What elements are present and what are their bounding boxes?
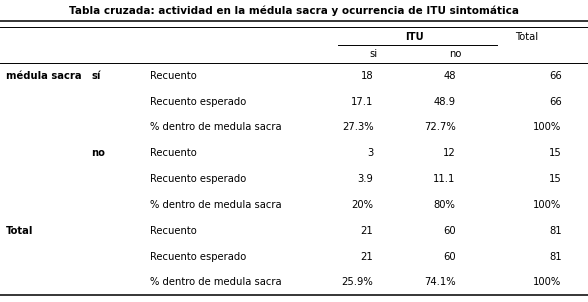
Text: 11.1: 11.1 [433,174,456,184]
Text: 74.1%: 74.1% [424,278,456,288]
Text: Recuento: Recuento [150,71,197,81]
Text: 60: 60 [443,226,456,236]
Text: 81: 81 [549,252,562,262]
Text: ITU: ITU [405,32,424,42]
Text: 100%: 100% [533,278,562,288]
Text: 21: 21 [360,226,373,236]
Text: 60: 60 [443,252,456,262]
Text: 3.9: 3.9 [358,174,373,184]
Text: 81: 81 [549,226,562,236]
Text: 80%: 80% [434,200,456,210]
Text: Recuento: Recuento [150,148,197,158]
Text: Recuento: Recuento [150,226,197,236]
Text: 72.7%: 72.7% [424,122,456,132]
Text: Recuento esperado: Recuento esperado [150,252,246,262]
Text: Recuento esperado: Recuento esperado [150,97,246,107]
Text: % dentro de medula sacra: % dentro de medula sacra [150,278,282,288]
Text: Total: Total [6,226,34,236]
Text: 20%: 20% [352,200,373,210]
Text: Total: Total [514,32,538,42]
Text: % dentro de medula sacra: % dentro de medula sacra [150,122,282,132]
Text: 18: 18 [361,71,373,81]
Text: 15: 15 [549,148,562,158]
Text: 25.9%: 25.9% [342,278,373,288]
Text: 100%: 100% [533,200,562,210]
Text: 3: 3 [367,148,373,158]
Text: no: no [449,49,462,59]
Text: 66: 66 [549,97,562,107]
Text: % dentro de medula sacra: % dentro de medula sacra [150,200,282,210]
Text: 15: 15 [549,174,562,184]
Text: médula sacra: médula sacra [6,71,82,81]
Text: 27.3%: 27.3% [342,122,373,132]
Text: 66: 66 [549,71,562,81]
Text: 100%: 100% [533,122,562,132]
Text: 21: 21 [360,252,373,262]
Text: 12: 12 [443,148,456,158]
Text: Tabla cruzada: actividad en la médula sacra y ocurrencia de ITU sintomática: Tabla cruzada: actividad en la médula sa… [69,5,519,16]
Text: 17.1: 17.1 [351,97,373,107]
Text: 48: 48 [443,71,456,81]
Text: sí: sí [91,71,101,81]
Text: Recuento esperado: Recuento esperado [150,174,246,184]
Text: si: si [369,49,377,59]
Text: 48.9: 48.9 [433,97,456,107]
Text: no: no [91,148,105,158]
